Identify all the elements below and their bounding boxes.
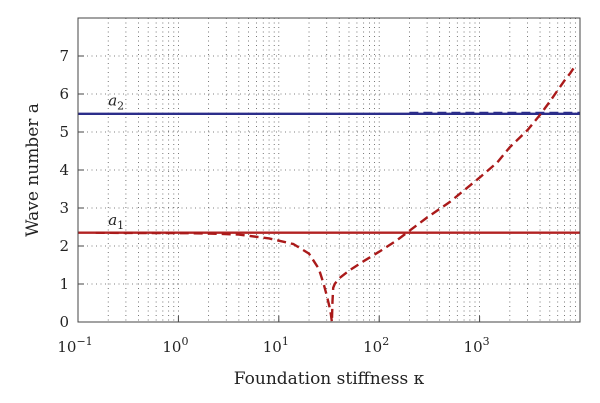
y-tick-label: 2	[59, 237, 69, 255]
x-tick-label: 102	[363, 335, 389, 356]
ticks: 10−1 100 101 102 103 0 1 2 3 4 5 6 7	[57, 47, 489, 356]
series-labels: a2 a1	[108, 91, 124, 232]
y-axis-label: Wave number a	[23, 103, 43, 237]
plot-frame	[77, 17, 581, 323]
series-line-3	[95, 64, 577, 324]
series-label-a2: a2	[108, 91, 124, 112]
y-tick-label: 0	[59, 313, 69, 331]
series-label-a1: a1	[108, 211, 124, 232]
x-tick-label: 101	[263, 335, 289, 356]
y-tick-label: 7	[59, 47, 69, 65]
y-tick-label: 1	[59, 275, 69, 293]
x-tick-label: 100	[162, 335, 188, 356]
x-tick-label: 103	[464, 335, 490, 356]
y-tick-label: 4	[59, 161, 69, 179]
x-axis-label: Foundation stiffness κ	[234, 369, 425, 389]
y-tick-label: 3	[59, 199, 69, 217]
x-tick-label: 10−1	[57, 335, 92, 356]
y-tick-label: 6	[59, 85, 69, 103]
series-layer	[78, 64, 580, 324]
grid	[78, 18, 580, 322]
y-tick-label: 5	[59, 123, 69, 141]
